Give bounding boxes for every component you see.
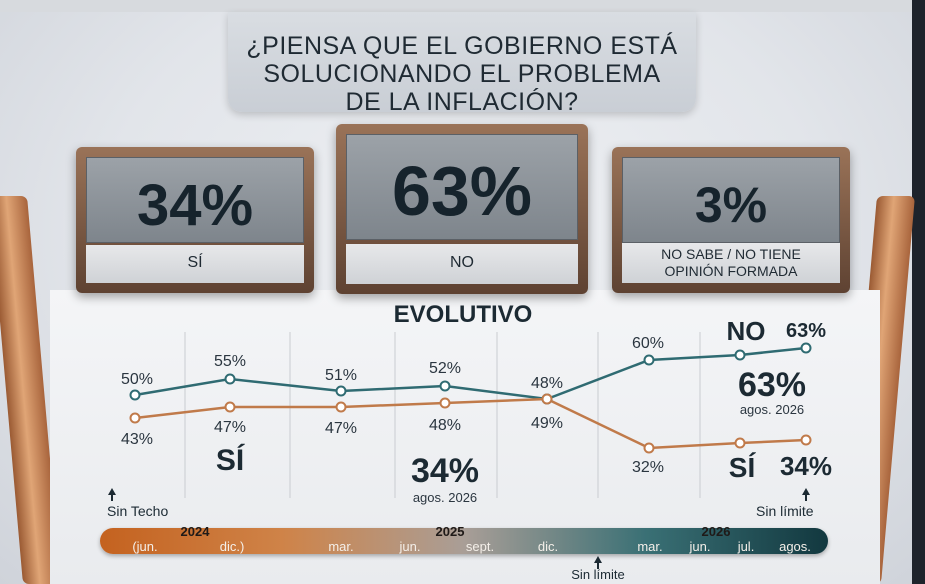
data-point-no <box>335 385 347 397</box>
arrow-up-icon <box>594 556 602 569</box>
timeline-month: dic.) <box>220 539 245 554</box>
data-point-si <box>129 412 141 424</box>
data-point-si <box>643 442 655 454</box>
data-point-si <box>734 437 746 449</box>
timeline-month: jun. <box>689 539 711 554</box>
question-line-3: DE LA INFLACIÓN? <box>345 88 579 116</box>
result-label-si: SÍ <box>187 254 203 271</box>
data-label-si: 47% <box>325 420 357 437</box>
data-point-si <box>541 393 553 405</box>
arrow-up-icon <box>802 488 810 501</box>
result-value-no: 63% <box>391 152 533 230</box>
result-box-si: 34% SÍ <box>76 147 314 293</box>
callout-no-end-value: 63% <box>786 320 826 342</box>
callout-no-big: 63% <box>738 366 806 404</box>
data-point-si <box>800 434 812 446</box>
result-box-no: 63% NO <box>336 124 588 294</box>
callout-si-end-label: SÍ <box>729 452 757 483</box>
timeline-year: 2025 <box>436 524 465 539</box>
result-screen-si: 34% <box>86 157 304 243</box>
question-line-1: ¿PIENSA QUE EL GOBIERNO ESTÁ <box>246 32 678 60</box>
callout-si-mid-big: 34% <box>411 452 479 490</box>
data-label-no: 51% <box>325 367 357 384</box>
data-point-no <box>734 349 746 361</box>
series-line-si <box>134 397 807 450</box>
timeline-month: sept. <box>466 539 494 554</box>
callout-no-date: agos. 2026 <box>740 402 804 417</box>
data-point-no <box>439 380 451 392</box>
data-label-si: 49% <box>531 415 563 432</box>
callout-no-label: NO <box>727 316 766 346</box>
callout-si-end-value: 34% <box>780 451 832 481</box>
data-label-no: 52% <box>429 360 461 377</box>
data-label-no: 60% <box>632 335 664 352</box>
arrow-up-icon <box>108 488 116 501</box>
data-label-no: 55% <box>214 353 246 370</box>
data-label-si: 43% <box>121 431 153 448</box>
result-label-ns-line2: OPINIÓN FORMADA <box>664 263 798 279</box>
result-label-no: NO <box>450 254 474 271</box>
data-point-si <box>335 401 347 413</box>
note-sin-techo: Sin Techo <box>107 503 168 519</box>
timeline-month: mar. <box>637 539 662 554</box>
data-label-si: 32% <box>632 459 664 476</box>
question-line-2: SOLUCIONANDO EL PROBLEMA <box>263 60 661 88</box>
timeline-month: dic. <box>538 539 558 554</box>
result-value-si: 34% <box>136 173 254 238</box>
note-sin-limite-right: Sin límite <box>756 503 814 519</box>
result-label-ns-line1: NO SABE / NO TIENE <box>661 246 801 262</box>
data-point-no <box>800 342 812 354</box>
timeline-month: agos. <box>779 539 811 554</box>
timeline-bar <box>100 528 828 554</box>
data-point-no <box>643 354 655 366</box>
result-screen-ns: 3% <box>622 157 840 243</box>
timeline-month: mar. <box>328 539 353 554</box>
result-value-ns: 3% <box>694 177 768 233</box>
result-label-area-ns: NO SABE / NO TIENE OPINIÓN FORMADA <box>622 243 840 283</box>
callout-si-mid-label: SÍ <box>216 443 245 477</box>
data-point-no <box>224 373 236 385</box>
question-header: ¿PIENSA QUE EL GOBIERNO ESTÁ SOLUCIONAND… <box>228 12 696 116</box>
data-point-si <box>224 401 236 413</box>
data-label-si: 48% <box>429 417 461 434</box>
result-screen-no: 63% <box>346 134 578 240</box>
timeline-year: 2026 <box>702 524 731 539</box>
result-label-area-si: SÍ <box>86 245 304 283</box>
result-label-area-no: NO <box>346 244 578 284</box>
timeline-year: 2024 <box>181 524 211 539</box>
data-point-si <box>439 397 451 409</box>
timeline-month: (jun. <box>132 539 157 554</box>
right-edge <box>912 0 925 584</box>
note-sin-limite-bottom: Sin límite <box>571 567 624 582</box>
timeline-month: jul. <box>737 539 755 554</box>
timeline-month: jun. <box>399 539 421 554</box>
data-label-no: 48% <box>531 375 563 392</box>
callout-si-mid-date: agos. 2026 <box>413 490 477 505</box>
top-strip <box>0 0 925 12</box>
data-point-no <box>129 389 141 401</box>
chart-title: EVOLUTIVO <box>394 301 533 328</box>
data-label-no: 50% <box>121 371 153 388</box>
data-label-si: 47% <box>214 419 246 436</box>
result-box-ns: 3% NO SABE / NO TIENE OPINIÓN FORMADA <box>612 147 850 293</box>
series-line-no <box>134 346 807 401</box>
